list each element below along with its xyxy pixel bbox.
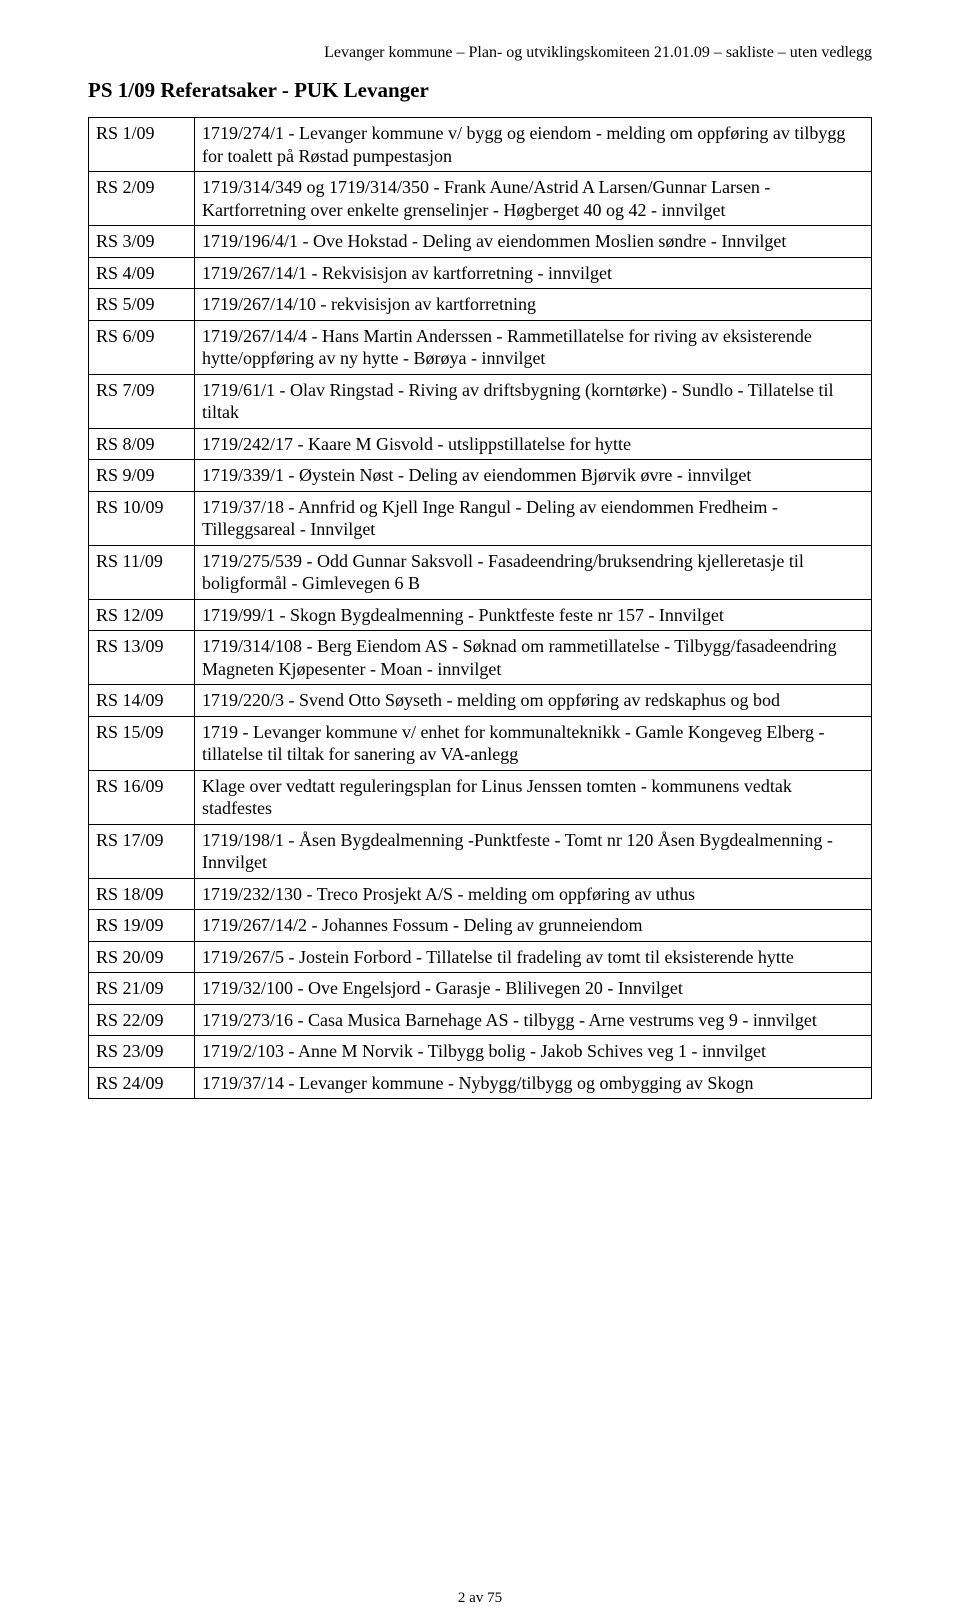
ref-id-cell: RS 19/09 bbox=[89, 910, 195, 942]
ref-id-cell: RS 24/09 bbox=[89, 1067, 195, 1099]
page-title: PS 1/09 Referatsaker - PUK Levanger bbox=[88, 78, 872, 103]
ref-desc-cell: 1719/275/539 - Odd Gunnar Saksvoll - Fas… bbox=[195, 545, 872, 599]
ref-desc-cell: 1719/339/1 - Øystein Nøst - Deling av ei… bbox=[195, 460, 872, 492]
document-page: Levanger kommune – Plan- og utviklingsko… bbox=[0, 0, 960, 1623]
table-row: RS 17/091719/198/1 - Åsen Bygdealmenning… bbox=[89, 824, 872, 878]
ref-id-cell: RS 3/09 bbox=[89, 226, 195, 258]
table-row: RS 8/091719/242/17 - Kaare M Gisvold - u… bbox=[89, 428, 872, 460]
ref-desc-cell: 1719/2/103 - Anne M Norvik - Tilbygg bol… bbox=[195, 1036, 872, 1068]
ref-id-cell: RS 9/09 bbox=[89, 460, 195, 492]
ref-desc-cell: 1719/273/16 - Casa Musica Barnehage AS -… bbox=[195, 1004, 872, 1036]
ref-desc-cell: 1719/274/1 - Levanger kommune v/ bygg og… bbox=[195, 118, 872, 172]
ref-id-cell: RS 20/09 bbox=[89, 941, 195, 973]
ref-desc-cell: 1719/314/349 og 1719/314/350 - Frank Aun… bbox=[195, 172, 872, 226]
ref-desc-cell: Klage over vedtatt reguleringsplan for L… bbox=[195, 770, 872, 824]
ref-desc-cell: 1719/267/14/10 - rekvisisjon av kartforr… bbox=[195, 289, 872, 321]
ref-desc-cell: 1719/242/17 - Kaare M Gisvold - utslipps… bbox=[195, 428, 872, 460]
table-row: RS 22/091719/273/16 - Casa Musica Barneh… bbox=[89, 1004, 872, 1036]
ref-id-cell: RS 2/09 bbox=[89, 172, 195, 226]
ref-id-cell: RS 22/09 bbox=[89, 1004, 195, 1036]
table-row: RS 7/091719/61/1 - Olav Ringstad - Rivin… bbox=[89, 374, 872, 428]
ref-desc-cell: 1719/37/14 - Levanger kommune - Nybygg/t… bbox=[195, 1067, 872, 1099]
table-row: RS 3/091719/196/4/1 - Ove Hokstad - Deli… bbox=[89, 226, 872, 258]
ref-id-cell: RS 14/09 bbox=[89, 685, 195, 717]
table-row: RS 23/091719/2/103 - Anne M Norvik - Til… bbox=[89, 1036, 872, 1068]
table-row: RS 10/091719/37/18 - Annfrid og Kjell In… bbox=[89, 491, 872, 545]
ref-id-cell: RS 5/09 bbox=[89, 289, 195, 321]
ref-desc-cell: 1719/37/18 - Annfrid og Kjell Inge Rangu… bbox=[195, 491, 872, 545]
table-row: RS 14/091719/220/3 - Svend Otto Søyseth … bbox=[89, 685, 872, 717]
table-row: RS 15/091719 - Levanger kommune v/ enhet… bbox=[89, 716, 872, 770]
table-row: RS 5/091719/267/14/10 - rekvisisjon av k… bbox=[89, 289, 872, 321]
ref-id-cell: RS 23/09 bbox=[89, 1036, 195, 1068]
page-number: 2 av 75 bbox=[0, 1590, 960, 1607]
ref-desc-cell: 1719/314/108 - Berg Eiendom AS - Søknad … bbox=[195, 631, 872, 685]
ref-id-cell: RS 10/09 bbox=[89, 491, 195, 545]
table-row: RS 13/091719/314/108 - Berg Eiendom AS -… bbox=[89, 631, 872, 685]
ref-desc-cell: 1719/99/1 - Skogn Bygdealmenning - Punkt… bbox=[195, 599, 872, 631]
ref-id-cell: RS 12/09 bbox=[89, 599, 195, 631]
ref-desc-cell: 1719/267/14/2 - Johannes Fossum - Deling… bbox=[195, 910, 872, 942]
ref-desc-cell: 1719/32/100 - Ove Engelsjord - Garasje -… bbox=[195, 973, 872, 1005]
ref-id-cell: RS 1/09 bbox=[89, 118, 195, 172]
ref-desc-cell: 1719/198/1 - Åsen Bygdealmenning -Punktf… bbox=[195, 824, 872, 878]
ref-id-cell: RS 17/09 bbox=[89, 824, 195, 878]
table-row: RS 21/091719/32/100 - Ove Engelsjord - G… bbox=[89, 973, 872, 1005]
ref-desc-cell: 1719/61/1 - Olav Ringstad - Riving av dr… bbox=[195, 374, 872, 428]
ref-id-cell: RS 11/09 bbox=[89, 545, 195, 599]
ref-desc-cell: 1719/267/5 - Jostein Forbord - Tillatels… bbox=[195, 941, 872, 973]
ref-desc-cell: 1719/267/14/4 - Hans Martin Anderssen - … bbox=[195, 320, 872, 374]
table-row: RS 11/091719/275/539 - Odd Gunnar Saksvo… bbox=[89, 545, 872, 599]
document-header: Levanger kommune – Plan- og utviklingsko… bbox=[88, 44, 872, 62]
ref-id-cell: RS 16/09 bbox=[89, 770, 195, 824]
ref-id-cell: RS 6/09 bbox=[89, 320, 195, 374]
referatsaker-tbody: RS 1/091719/274/1 - Levanger kommune v/ … bbox=[89, 118, 872, 1099]
table-row: RS 24/091719/37/14 - Levanger kommune - … bbox=[89, 1067, 872, 1099]
table-row: RS 2/091719/314/349 og 1719/314/350 - Fr… bbox=[89, 172, 872, 226]
table-row: RS 19/091719/267/14/2 - Johannes Fossum … bbox=[89, 910, 872, 942]
ref-desc-cell: 1719/232/130 - Treco Prosjekt A/S - meld… bbox=[195, 878, 872, 910]
table-row: RS 18/091719/232/130 - Treco Prosjekt A/… bbox=[89, 878, 872, 910]
ref-desc-cell: 1719 - Levanger kommune v/ enhet for kom… bbox=[195, 716, 872, 770]
ref-id-cell: RS 15/09 bbox=[89, 716, 195, 770]
ref-id-cell: RS 4/09 bbox=[89, 257, 195, 289]
table-row: RS 9/091719/339/1 - Øystein Nøst - Delin… bbox=[89, 460, 872, 492]
table-row: RS 1/091719/274/1 - Levanger kommune v/ … bbox=[89, 118, 872, 172]
ref-id-cell: RS 21/09 bbox=[89, 973, 195, 1005]
ref-desc-cell: 1719/196/4/1 - Ove Hokstad - Deling av e… bbox=[195, 226, 872, 258]
ref-id-cell: RS 13/09 bbox=[89, 631, 195, 685]
table-row: RS 12/091719/99/1 - Skogn Bygdealmenning… bbox=[89, 599, 872, 631]
table-row: RS 20/091719/267/5 - Jostein Forbord - T… bbox=[89, 941, 872, 973]
referatsaker-table: RS 1/091719/274/1 - Levanger kommune v/ … bbox=[88, 117, 872, 1099]
table-row: RS 4/091719/267/14/1 - Rekvisisjon av ka… bbox=[89, 257, 872, 289]
table-row: RS 6/091719/267/14/4 - Hans Martin Ander… bbox=[89, 320, 872, 374]
ref-desc-cell: 1719/220/3 - Svend Otto Søyseth - meldin… bbox=[195, 685, 872, 717]
ref-id-cell: RS 18/09 bbox=[89, 878, 195, 910]
ref-id-cell: RS 8/09 bbox=[89, 428, 195, 460]
ref-id-cell: RS 7/09 bbox=[89, 374, 195, 428]
ref-desc-cell: 1719/267/14/1 - Rekvisisjon av kartforre… bbox=[195, 257, 872, 289]
table-row: RS 16/09Klage over vedtatt reguleringspl… bbox=[89, 770, 872, 824]
